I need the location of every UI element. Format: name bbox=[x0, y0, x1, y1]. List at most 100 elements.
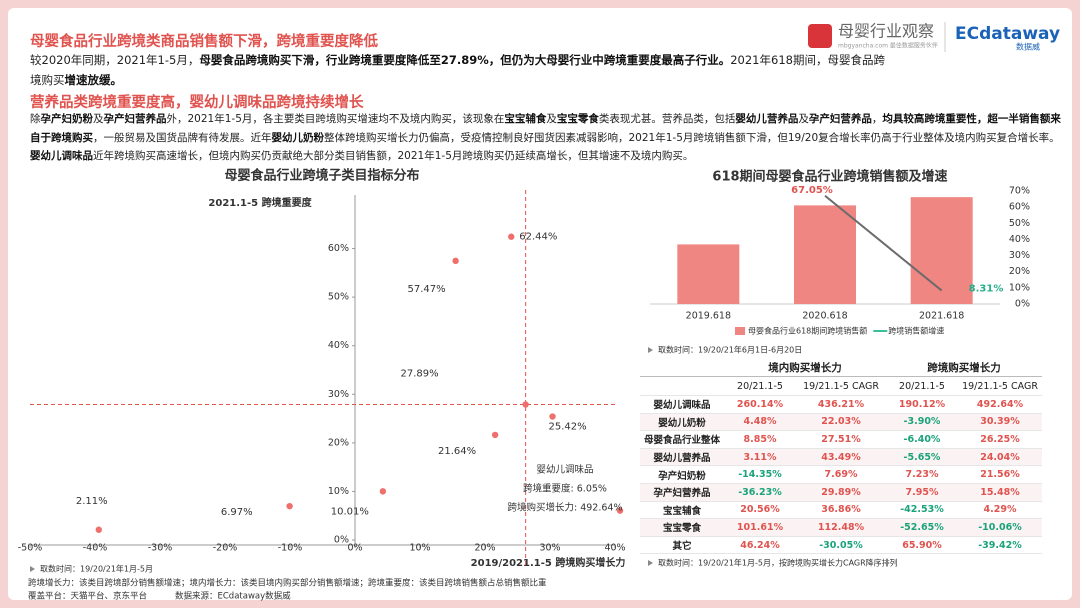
y-tick-label: 50% bbox=[328, 292, 349, 303]
y2-tick-label: 20% bbox=[1009, 266, 1030, 277]
text-run: 婴幼儿调味品 bbox=[30, 150, 93, 162]
data-label: 10.01% bbox=[331, 506, 369, 517]
footer-platform: 覆盖平台：天猫平台、京东平台 bbox=[28, 591, 147, 602]
point bbox=[286, 502, 293, 510]
text-run: ， bbox=[871, 113, 883, 125]
cell: 492.64% bbox=[958, 395, 1042, 414]
x-tick-label: -20% bbox=[213, 543, 238, 554]
cell: 7.69% bbox=[796, 465, 886, 484]
cell: 260.14% bbox=[724, 395, 796, 414]
x-tick-label: 0% bbox=[347, 543, 362, 554]
cell: 15.48% bbox=[958, 483, 1042, 502]
cell: 21.56% bbox=[958, 465, 1042, 484]
logo-subtext: mbgyancha.com 最佳数据服务伙伴 bbox=[838, 42, 938, 50]
data-label: 2.11% bbox=[76, 496, 108, 507]
cell: -14.35% bbox=[724, 465, 796, 484]
data-label: 21.64% bbox=[438, 446, 476, 457]
header-cell bbox=[640, 358, 724, 377]
cell: -36.23% bbox=[724, 483, 796, 502]
cell: 29.89% bbox=[796, 483, 886, 502]
cell: -6.40% bbox=[886, 430, 958, 449]
annotation: 跨境重要度: 6.05% bbox=[523, 483, 607, 495]
point bbox=[549, 413, 556, 420]
x-axis-label: 2019/2021.1-5 跨境购买增长力 bbox=[471, 556, 626, 569]
y-axis-label: 2021.1-5 跨境重要度 bbox=[208, 196, 312, 209]
cell: 宝宝辅食 bbox=[640, 501, 724, 520]
y2-tick-label: 50% bbox=[1009, 218, 1030, 229]
data-label: 57.47% bbox=[407, 284, 445, 295]
cell: 36.86% bbox=[796, 501, 886, 520]
heading: 母婴食品行业跨境类商品销售额下滑，跨境重要度降低 bbox=[30, 34, 378, 50]
y2-tick-label: 10% bbox=[1009, 282, 1030, 293]
text-run: 母婴食品跨境购买下滑，行业跨境重要度降低至27.89%，但仍为大母婴行业中跨境重… bbox=[199, 53, 731, 67]
point bbox=[616, 507, 624, 514]
data-label: 67.05% bbox=[791, 185, 833, 196]
cell: 婴幼儿调味品 bbox=[640, 395, 724, 414]
footer-notes: 跨境增长力：该类目跨境部分销售额增速；境内增长力：该类目境内购买部分销售额增速；… bbox=[28, 578, 547, 589]
cell: 孕产妇营养品 bbox=[640, 483, 724, 502]
cell: 30.39% bbox=[958, 413, 1042, 432]
y-tick-label: 0% bbox=[334, 535, 349, 546]
cell: -5.65% bbox=[886, 448, 958, 467]
cell: -42.53% bbox=[886, 501, 958, 520]
y2-tick-label: 60% bbox=[1009, 202, 1030, 213]
text-run: 婴幼儿奶粉 bbox=[271, 131, 325, 144]
table: 境内购买增长力 跨境购买增长力 20/21.1-5 19/21.1-5 CAGR 20/… bbox=[640, 358, 1042, 555]
x-tick-label: -10% bbox=[278, 543, 303, 554]
text-run: 增速放缓。 bbox=[64, 73, 123, 87]
y-tick-label: 40% bbox=[328, 340, 349, 351]
header-cell bbox=[640, 376, 724, 396]
text-run: 除 bbox=[30, 113, 41, 125]
text-run: 宝宝辅食 bbox=[504, 113, 547, 125]
text-run: 整体跨境购买增长力仍偏高，受疫情控制良好囤货因素减弱影响，2021年1-5月跨境… bbox=[324, 131, 1060, 144]
text-run: 孕产妇营养品 bbox=[808, 113, 872, 125]
cell: 190.12% bbox=[886, 395, 958, 414]
point bbox=[379, 488, 387, 495]
x-tick-label: -50% bbox=[18, 543, 43, 554]
heading: 营养品类跨境重要度高，婴幼儿调味品跨境持续增长 bbox=[30, 95, 364, 111]
data-label: 8.31% bbox=[969, 284, 1004, 295]
data-label: 62.44% bbox=[519, 232, 557, 243]
text-run: 及 bbox=[546, 113, 557, 125]
cell: 26.25% bbox=[958, 430, 1042, 449]
chart-title: 母婴食品行业跨境子类目指标分布 bbox=[224, 168, 419, 184]
marker bbox=[648, 560, 653, 566]
legend-swatch bbox=[735, 327, 745, 335]
cell: 婴幼儿奶粉 bbox=[640, 413, 724, 432]
text-run: 类表现尤甚。营养品类，包括 bbox=[598, 113, 736, 125]
marker bbox=[30, 566, 35, 572]
text-run: 2021年618期间，母婴食品跨境购买 bbox=[30, 53, 885, 87]
point bbox=[95, 526, 102, 533]
cell: 7.23% bbox=[886, 465, 958, 484]
cell: 24.04% bbox=[958, 448, 1042, 467]
row: 孕产妇奶粉 -14.35% 7.69% 7.23% 21.56% bbox=[640, 465, 1042, 484]
text-run: 较2020年同期，2021年1-5月， bbox=[30, 53, 200, 67]
cell: -39.42% bbox=[958, 536, 1042, 555]
row: 婴幼儿奶粉 4.48% 22.03% -3.90% 30.39% bbox=[640, 413, 1042, 432]
text-run: 婴幼儿营养品 bbox=[735, 113, 799, 125]
bar bbox=[794, 205, 856, 304]
point bbox=[522, 401, 529, 408]
text-run: 宝宝零食 bbox=[556, 113, 599, 125]
text-run: 孕产妇营养品 bbox=[103, 113, 167, 125]
data-label: 6.97% bbox=[221, 507, 253, 518]
bar bbox=[910, 197, 973, 304]
brand: ECdataway bbox=[955, 24, 1060, 44]
row: 婴幼儿调味品 260.14% 436.21% 190.12% 492.64% bbox=[640, 395, 1042, 414]
annotation: 跨境购买增长力: 492.64% bbox=[508, 502, 623, 514]
cell: 婴幼儿营养品 bbox=[640, 448, 724, 467]
header-cell: 跨境购买增长力 bbox=[886, 358, 1042, 377]
text-run: 近年跨境购买高速增长，但境内购买仍贡献绝大部分类目销售额，2021年1-5月跨境… bbox=[93, 150, 694, 162]
cell: 22.03% bbox=[796, 413, 886, 432]
annotation-title: 婴幼儿调味品 bbox=[536, 464, 593, 476]
x-tick-label: 2021.618 bbox=[919, 311, 964, 322]
x-tick-label: -30% bbox=[148, 543, 173, 554]
text-run: 及 bbox=[93, 113, 104, 125]
cell: 112.48% bbox=[796, 518, 886, 537]
header-row: 境内购买增长力 跨境购买增长力 bbox=[640, 358, 1042, 377]
header-cell: 19/21.1-5 CAGR bbox=[796, 376, 886, 396]
data-label: 25.42% bbox=[549, 422, 587, 433]
cell: 其它 bbox=[640, 536, 724, 555]
